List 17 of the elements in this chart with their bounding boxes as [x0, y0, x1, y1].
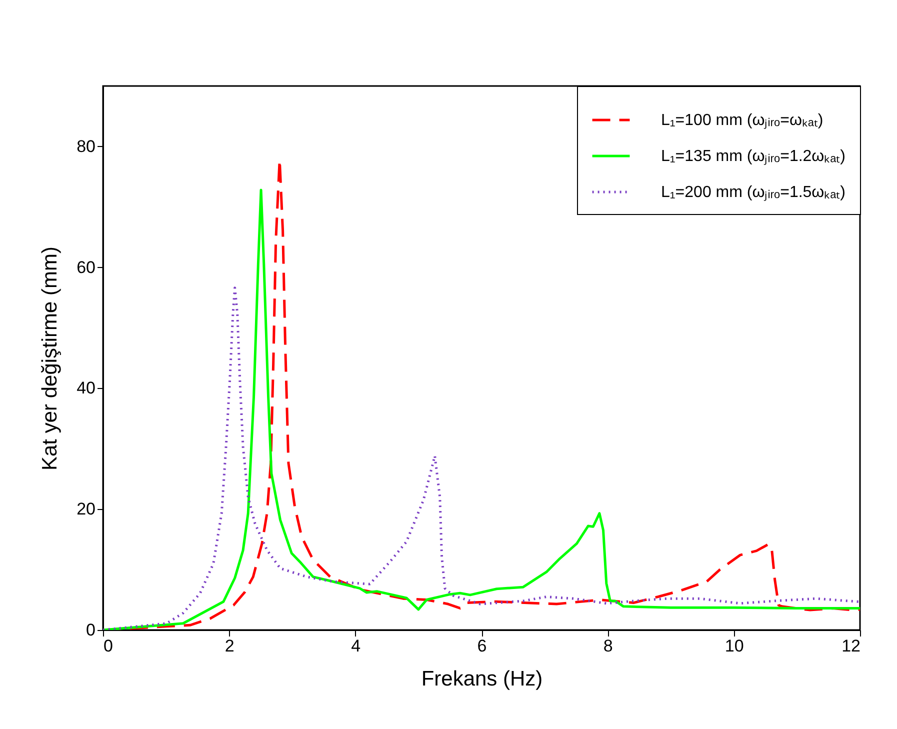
x-axis-title: Frekans (Hz) — [421, 668, 543, 690]
x-tick-label: 0 — [104, 636, 113, 656]
y-tick-label: 80 — [76, 136, 96, 156]
y-tick-label: 20 — [76, 500, 96, 519]
x-tick-label: 6 — [477, 636, 487, 656]
y-tick-label: 0 — [86, 620, 96, 640]
x-tick-label: 4 — [351, 636, 361, 656]
y-axis-title: Kat yer değiştirme (mm) — [38, 246, 62, 471]
y-tick-label: 60 — [76, 258, 96, 277]
x-tick-label: 8 — [603, 636, 613, 656]
x-tick-label: 12 — [842, 636, 860, 656]
legend-label: L₁=100 mm (ωⱼᵢᵣₒ=ωₖₐₜ) — [661, 112, 824, 129]
legend-label: L₁=200 mm (ωⱼᵢᵣₒ=1.5ωₖₐₜ) — [661, 184, 846, 201]
y-tick-label: 40 — [76, 378, 96, 398]
x-tick-label: 2 — [224, 636, 234, 656]
legend-label: L₁=135 mm (ωⱼᵢᵣₒ=1.2ωₖₐₜ) — [661, 148, 846, 165]
x-tick-label: 10 — [724, 636, 744, 656]
